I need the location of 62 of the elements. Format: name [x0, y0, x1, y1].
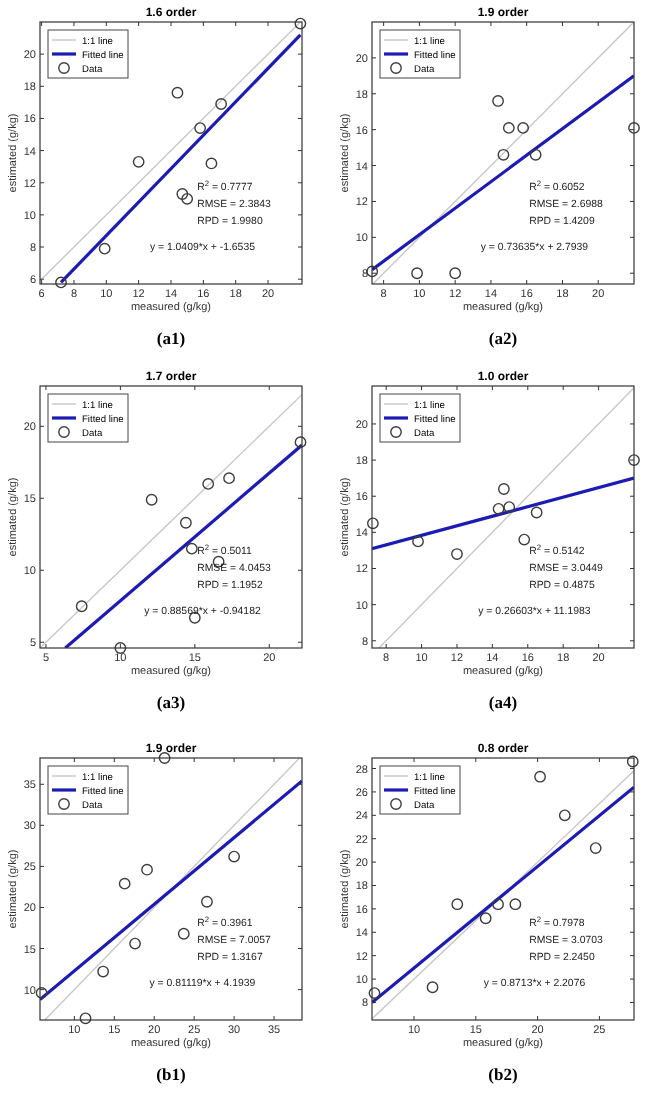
point [205, 157, 218, 170]
point [492, 898, 504, 911]
point [628, 121, 640, 134]
point [503, 501, 516, 513]
point [79, 1012, 92, 1025]
point [628, 454, 640, 466]
point [176, 188, 189, 200]
point [479, 912, 492, 925]
text: (a3) [156, 692, 186, 712]
point [98, 242, 111, 255]
point [132, 155, 145, 168]
point [202, 477, 215, 490]
point [181, 192, 194, 205]
point [366, 265, 379, 278]
point [492, 502, 505, 515]
text: (a1) [156, 328, 186, 348]
point [118, 877, 131, 890]
point [185, 542, 198, 555]
point [626, 755, 639, 768]
point [294, 436, 307, 449]
text: (a4) [488, 692, 518, 712]
point [114, 642, 127, 654]
point [97, 965, 109, 978]
point [215, 98, 228, 110]
point [129, 937, 141, 950]
point [294, 17, 307, 30]
point [449, 267, 462, 280]
point [517, 121, 530, 134]
point [177, 927, 190, 940]
point [530, 506, 543, 519]
point [223, 472, 235, 485]
point [451, 898, 464, 911]
point [141, 863, 153, 876]
point [411, 267, 423, 280]
point [368, 987, 381, 999]
point [589, 842, 602, 854]
point [201, 895, 213, 908]
point [228, 850, 240, 863]
point [412, 535, 424, 548]
text: (b2) [488, 1064, 518, 1084]
point [558, 809, 571, 822]
point [502, 121, 515, 134]
point [194, 122, 207, 134]
point [171, 86, 184, 99]
point [534, 770, 546, 783]
point [509, 898, 522, 911]
point [55, 276, 67, 289]
text: (a2) [488, 328, 518, 348]
point [179, 516, 192, 529]
point [518, 533, 531, 546]
point [529, 148, 542, 161]
point [158, 752, 171, 764]
point [497, 483, 510, 495]
point [35, 987, 48, 999]
point [145, 493, 158, 506]
point [75, 600, 88, 613]
point [426, 981, 439, 994]
point [492, 95, 504, 107]
point [366, 517, 379, 530]
text: (b1) [156, 1064, 186, 1084]
point [451, 548, 463, 560]
point [497, 148, 510, 161]
